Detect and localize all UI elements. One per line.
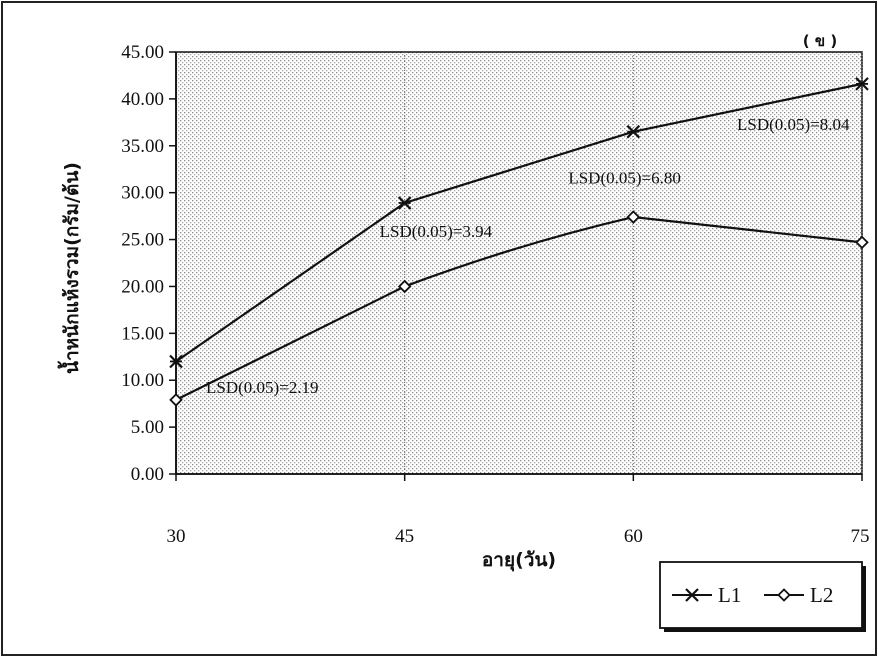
y-tick-label: 30.00 [121, 183, 164, 204]
series-point-L1 [397, 196, 412, 210]
series-point-L2 [169, 393, 183, 407]
legend-label: L2 [810, 583, 833, 607]
series-point-marker [855, 235, 869, 250]
series-point-L1 [626, 124, 641, 139]
x-tick-label: 45 [395, 526, 414, 547]
y-tick-label: 40.00 [121, 89, 164, 110]
series-point-L2 [626, 210, 641, 224]
legend-entry-L1: L1 [672, 583, 741, 607]
legend-label: L1 [718, 583, 741, 607]
series-point-marker [777, 588, 791, 602]
series-point-marker [626, 210, 641, 224]
y-tick-label: 25.00 [121, 230, 164, 251]
x-tick-label: 75 [851, 526, 870, 547]
series-point-L2 [397, 279, 412, 294]
series-point-L1 [855, 77, 869, 91]
y-tick-label: 45.00 [121, 42, 164, 63]
x-tick-label: 60 [624, 526, 643, 547]
series-point-L2 [855, 235, 869, 250]
panel-tag: ( ข ) [803, 32, 837, 50]
y-tick-label: 15.00 [121, 323, 164, 344]
plot-layer: 0.00 5.00 10.00 15.00 20.00 25.00 30.00 35.00 40… [57, 42, 870, 632]
y-tick-label: 10.00 [121, 370, 164, 391]
lsd-annotation: LSD(0.05)=2.19 [206, 378, 319, 397]
y-tick-label: 20.00 [121, 276, 164, 297]
lsd-annotation: LSD(0.05)=3.94 [380, 222, 493, 241]
y-tick-label: 35.00 [121, 136, 164, 157]
y-tick-label: 0.00 [131, 464, 164, 485]
lsd-annotation: LSD(0.05)=8.04 [737, 115, 850, 134]
y-tick-label: 5.00 [131, 417, 164, 438]
series-line-L1 [175, 82, 863, 363]
legend-entry-L2: L2 [764, 583, 833, 607]
series-point-marker [169, 393, 183, 407]
lsd-annotation: LSD(0.05)=6.80 [568, 169, 681, 188]
x-axis-title: อายุ(วัน) [482, 549, 556, 572]
x-tick-label: 30 [167, 526, 186, 547]
series-point-L1 [169, 354, 183, 369]
plot-area [175, 51, 863, 475]
series-line-L2 [175, 215, 863, 401]
series-point-marker [397, 279, 412, 294]
y-axis-title: น้ำหนักแห้งรวม(กรัม/ต้น) [57, 162, 83, 374]
